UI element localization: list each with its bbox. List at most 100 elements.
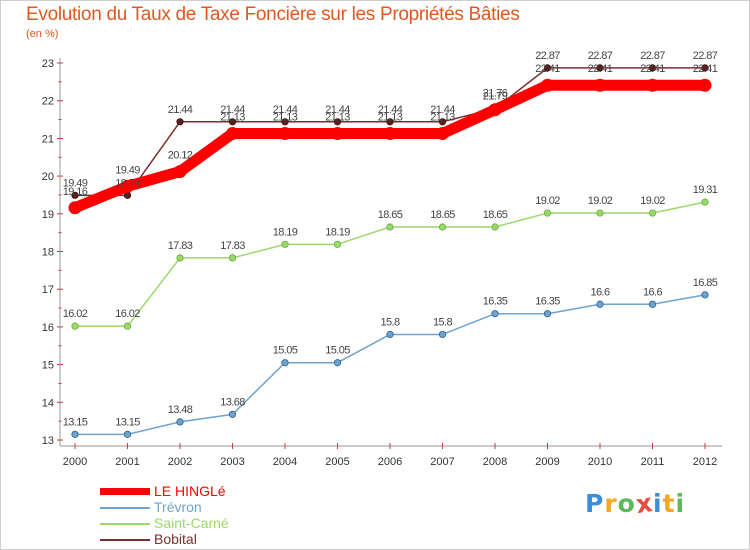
data-label: 19.31 <box>693 184 718 196</box>
x-tick-label: 2004 <box>273 456 297 468</box>
data-label: 21.13 <box>325 111 350 123</box>
data-point <box>333 118 342 126</box>
x-tick-label: 2001 <box>115 456 139 468</box>
data-point <box>701 291 709 299</box>
data-point <box>176 118 184 126</box>
data-label: 22.87 <box>693 50 718 62</box>
data-point <box>648 209 657 217</box>
data-label: 19.02 <box>588 195 613 207</box>
logo-letter: i <box>653 489 663 518</box>
data-label: 22.87 <box>588 50 613 62</box>
data-point <box>596 209 604 217</box>
data-label: 13.15 <box>63 416 88 428</box>
data-point <box>121 179 134 193</box>
data-label: 22.41 <box>693 63 718 75</box>
data-label: 21.13 <box>220 111 245 123</box>
data-label: 21.13 <box>430 111 455 123</box>
data-label: 18.65 <box>483 209 508 221</box>
data-label: 16.6 <box>643 286 662 298</box>
chart-title: Evolution du Taux de Taxe Foncière sur l… <box>26 4 520 25</box>
data-point <box>438 223 447 231</box>
data-point <box>491 223 499 231</box>
proxiti-logo: Proxiti <box>585 487 685 520</box>
chart-subtitle: (en %) <box>26 28 59 40</box>
data-point <box>331 126 344 140</box>
logo-letter: x <box>633 487 655 520</box>
data-point <box>68 201 82 215</box>
data-label: 21.13 <box>273 111 298 123</box>
data-label: 21.44 <box>325 104 350 116</box>
x-tick-label: 2003 <box>220 456 244 468</box>
axes: 13 14 15 16 17 18 19 20 21 22 23 2000 2001 2002 2003 20… <box>42 58 722 468</box>
data-label: 21.44 <box>168 104 193 116</box>
y-tick-label: 18 <box>42 247 54 259</box>
data-label: 22.41 <box>640 63 665 75</box>
x-tick-label: 2002 <box>168 456 192 468</box>
data-point <box>701 64 709 72</box>
x-tick-label: 2012 <box>693 456 717 468</box>
data-point <box>123 322 132 330</box>
x-tick-label: 2010 <box>588 456 612 468</box>
data-point <box>438 330 447 339</box>
x-tick-label: 2000 <box>63 456 87 468</box>
x-tick-label: 2005 <box>325 456 349 468</box>
y-tick-label: 13 <box>42 435 54 447</box>
data-point <box>596 64 604 72</box>
data-label: 22.87 <box>640 50 665 62</box>
data-label: 17.83 <box>168 240 193 252</box>
data-label: 22.41 <box>535 63 560 75</box>
data-label: 16.35 <box>483 296 508 308</box>
data-label: 18.19 <box>325 226 350 238</box>
data-label: 15.8 <box>433 316 452 328</box>
data-point <box>71 322 79 330</box>
data-point <box>176 254 184 262</box>
data-point <box>281 118 289 126</box>
data-point <box>281 240 289 248</box>
data-label: 15.8 <box>380 316 399 328</box>
data-label: 22.87 <box>535 50 560 62</box>
data-point <box>281 359 289 367</box>
y-tick-label: 16 <box>42 322 54 334</box>
data-label: 21.44 <box>430 104 455 116</box>
data-point <box>386 118 394 126</box>
data-point <box>488 103 502 117</box>
logo-letter: P <box>585 489 605 518</box>
data-point <box>438 118 447 126</box>
y-tick-label: 22 <box>42 96 54 108</box>
data-label: 19.16 <box>63 186 88 198</box>
data-label: 18.19 <box>273 226 298 238</box>
data-point <box>226 126 239 140</box>
data-point <box>173 165 187 179</box>
x-tick-label: 2006 <box>378 456 402 468</box>
data-point <box>71 191 79 199</box>
data-point <box>386 330 394 339</box>
data-label: 16.6 <box>590 286 609 298</box>
data-point <box>228 118 237 126</box>
data-label: 19.02 <box>640 195 665 207</box>
legend-swatch <box>100 523 150 525</box>
data-label: 19.49 <box>115 164 140 176</box>
data-point <box>648 64 657 72</box>
legend-item: LE HINGLé <box>100 483 300 499</box>
legend-swatch <box>100 507 150 509</box>
data-point <box>541 78 554 92</box>
data-label: 13.68 <box>220 396 245 408</box>
data-label: 19.02 <box>535 195 560 207</box>
data-point <box>383 126 397 140</box>
data-label: 20.12 <box>168 150 193 162</box>
legend-swatch <box>100 488 150 495</box>
data-label: 19.73 <box>115 177 140 189</box>
series-layer <box>68 64 712 438</box>
data-label: 21.13 <box>378 111 403 123</box>
data-point <box>543 209 552 217</box>
data-point <box>701 198 709 206</box>
x-tick-label: 2007 <box>430 456 454 468</box>
data-label: 18.65 <box>378 209 403 221</box>
legend-swatch <box>100 539 150 541</box>
legend-label: Bobital <box>154 531 197 547</box>
data-point <box>648 300 657 308</box>
y-tick-label: 19 <box>42 209 54 221</box>
